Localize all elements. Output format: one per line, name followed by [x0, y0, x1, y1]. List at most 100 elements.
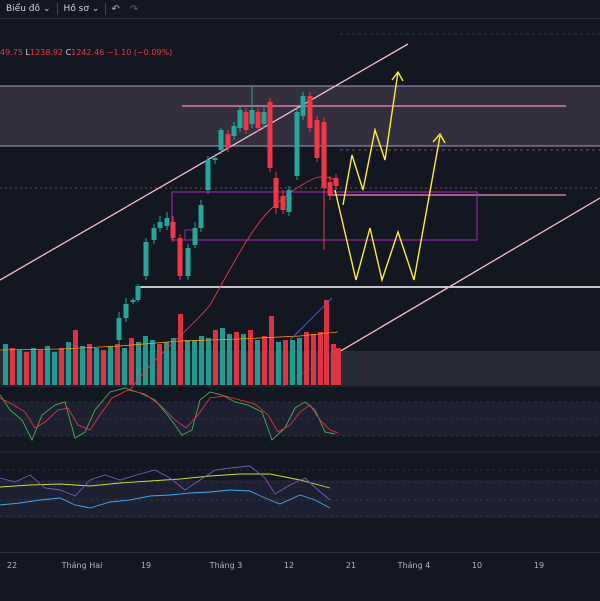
candle-body: [143, 242, 149, 276]
candle-body: [237, 110, 243, 128]
x-axis-label: 22: [6, 561, 18, 570]
volume-bar: [178, 314, 183, 385]
ohlc-change: −1.10 (−0.09%): [106, 48, 173, 57]
volume-bar: [45, 346, 50, 385]
candle-body: [286, 190, 292, 212]
candle-body: [273, 178, 279, 208]
volume-bar: [24, 352, 29, 385]
x-axis-label: 21: [345, 561, 357, 570]
volume-bar: [143, 336, 148, 385]
candle-body: [185, 248, 191, 276]
ohlc-low-key: L: [25, 48, 30, 57]
volume-bar: [136, 342, 141, 385]
volume-bar: [185, 340, 190, 385]
range-box-small: [184, 229, 194, 241]
x-axis: 22 Tháng Hai 19 Tháng 3 12 21 Tháng 4 10…: [0, 552, 600, 601]
volume-bar: [87, 344, 92, 385]
volume-bar: [66, 342, 71, 385]
volume-bar: [10, 348, 15, 385]
chevron-down-icon: ⌄: [91, 4, 100, 14]
projection-path-bullish: [342, 71, 399, 206]
candle-body: [170, 222, 176, 238]
candle-body: [130, 300, 136, 302]
volume-bar: [297, 338, 302, 385]
volume-bar: [122, 348, 127, 385]
volume-bars: [3, 300, 341, 385]
candle-body: [123, 304, 129, 318]
volume-bar: [324, 300, 329, 385]
x-axis-label: 12: [283, 561, 295, 570]
oscillator-slow-line: [0, 389, 339, 434]
volume-bar: [255, 340, 260, 385]
volume-bar: [213, 330, 218, 385]
oscillator-fast-line: [0, 387, 336, 442]
moving-average-line: [129, 176, 339, 391]
profile-menu-button[interactable]: Hồ sơ ⌄: [58, 0, 106, 18]
ohlc-close-key: C: [65, 48, 72, 57]
volume-bar: [206, 338, 211, 385]
candle-body: [198, 205, 204, 228]
volume-bar: [94, 348, 99, 385]
volume-bar: [171, 338, 176, 385]
candle-body: [333, 178, 339, 186]
volume-bar: [108, 346, 113, 385]
undo-icon[interactable]: ↶: [111, 3, 120, 15]
resistance-zone: [0, 86, 600, 146]
volume-bar: [3, 344, 8, 385]
volume-bar: [311, 334, 316, 385]
volume-bar: [234, 332, 239, 385]
volume-bar: [248, 330, 253, 385]
x-axis-label: 19: [533, 561, 545, 570]
volume-bar: [101, 350, 106, 385]
indicator-plus-di-line: [0, 465, 331, 501]
indicator-minus-di-line: [0, 489, 331, 509]
volume-bar: [331, 344, 336, 385]
arrow-up-icon: [391, 70, 404, 82]
x-axis-label: Tháng 3: [209, 561, 243, 570]
candle-body: [255, 112, 261, 128]
candle-body: [116, 318, 122, 340]
volume-bar: [31, 348, 36, 385]
volume-bar: [283, 340, 288, 385]
volume-bar: [199, 336, 204, 385]
volume-bar: [52, 352, 57, 385]
redo-icon[interactable]: ↷: [129, 3, 139, 15]
volume-bar: [192, 340, 197, 385]
candle-body: [225, 134, 231, 148]
indicator-adx-line: [0, 473, 331, 489]
volume-bar: [38, 350, 43, 385]
chart-menu-button[interactable]: Biểu đồ ⌄: [0, 0, 57, 18]
candle-body: [218, 130, 224, 150]
volume-bar: [336, 348, 341, 385]
candle-body: [327, 182, 333, 196]
channel-upper-line: [0, 43, 409, 281]
candle-body: [212, 158, 218, 160]
candle-body: [300, 96, 306, 116]
volume-bar: [269, 316, 274, 385]
toolbar-divider: [56, 3, 58, 15]
projection-path-range: [334, 135, 441, 283]
chart-canvas[interactable]: [0, 19, 600, 552]
indicator-band: [0, 480, 600, 518]
candle-body: [294, 112, 300, 176]
candle-body: [249, 110, 255, 124]
volume-bar: [157, 344, 162, 385]
candle-body: [321, 122, 327, 188]
volume-bar: [150, 340, 155, 385]
ohlc-readout: 49.75 L1238.92 C1242.46 −1.10 (−0.09%): [0, 48, 172, 57]
volume-bar: [241, 334, 246, 385]
volume-bar: [80, 346, 85, 385]
candle-body: [267, 102, 273, 168]
candle-body: [164, 218, 170, 226]
volume-bar: [318, 332, 323, 385]
ohlc-close: 1242.46: [71, 48, 105, 57]
x-axis-label: Tháng 4: [397, 561, 431, 570]
toolbar-divider: [105, 3, 107, 15]
x-axis-label: Tháng Hai: [61, 561, 103, 570]
candle-body: [261, 112, 267, 124]
volume-bar: [227, 334, 232, 385]
volume-bar: [304, 332, 309, 385]
x-axis-label: 10: [471, 561, 483, 570]
candle-body: [205, 160, 211, 190]
candle-body: [151, 228, 157, 240]
